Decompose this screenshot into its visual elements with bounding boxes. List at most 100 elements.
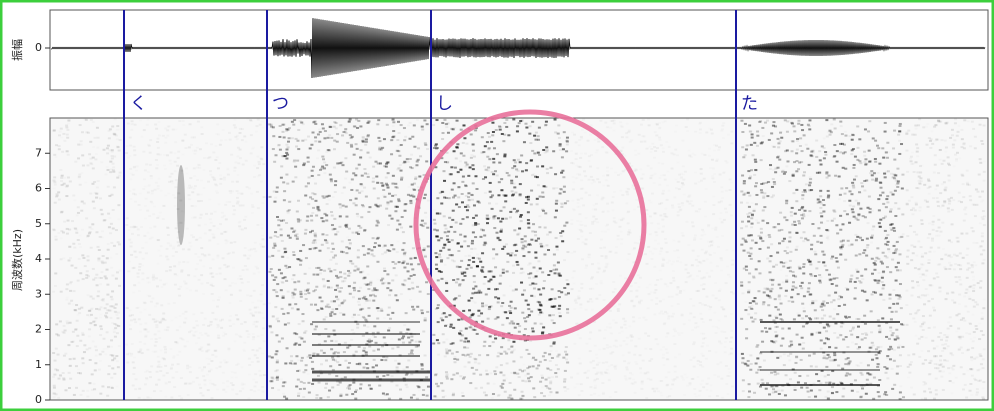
texture bbox=[53, 181, 56, 183]
texture bbox=[92, 201, 95, 203]
texture bbox=[767, 181, 770, 183]
texture bbox=[764, 327, 767, 329]
texture bbox=[342, 205, 345, 207]
texture bbox=[858, 138, 861, 140]
texture bbox=[708, 395, 711, 397]
texture bbox=[549, 382, 552, 384]
texture bbox=[66, 283, 69, 285]
texture bbox=[578, 139, 581, 141]
texture bbox=[781, 390, 784, 392]
texture bbox=[362, 136, 365, 138]
texture bbox=[878, 395, 881, 397]
texture bbox=[614, 366, 617, 368]
texture bbox=[768, 374, 771, 376]
texture bbox=[112, 163, 115, 165]
texture bbox=[468, 259, 471, 261]
texture bbox=[662, 151, 665, 153]
texture bbox=[348, 285, 351, 287]
texture bbox=[310, 215, 313, 217]
texture bbox=[506, 261, 509, 263]
texture bbox=[819, 282, 822, 284]
texture bbox=[443, 119, 446, 121]
texture bbox=[573, 251, 576, 253]
texture bbox=[432, 334, 435, 336]
texture bbox=[831, 283, 834, 285]
texture bbox=[505, 377, 508, 379]
texture bbox=[603, 247, 606, 249]
texture bbox=[88, 153, 91, 155]
texture bbox=[742, 357, 745, 359]
texture bbox=[892, 147, 895, 149]
texture bbox=[620, 231, 623, 233]
texture bbox=[825, 382, 828, 384]
texture bbox=[875, 180, 878, 182]
texture bbox=[661, 219, 664, 221]
texture bbox=[648, 200, 651, 202]
texture bbox=[729, 189, 732, 191]
texture bbox=[375, 342, 378, 344]
texture bbox=[55, 323, 58, 325]
texture bbox=[559, 188, 562, 190]
texture bbox=[501, 248, 504, 250]
texture bbox=[286, 129, 289, 131]
texture bbox=[730, 348, 733, 350]
texture bbox=[347, 367, 350, 369]
texture bbox=[341, 302, 344, 304]
texture bbox=[118, 345, 121, 347]
texture bbox=[802, 240, 805, 242]
texture bbox=[470, 297, 473, 299]
texture bbox=[755, 372, 758, 374]
texture bbox=[488, 280, 491, 282]
texture bbox=[323, 352, 326, 354]
texture bbox=[438, 253, 441, 255]
texture bbox=[467, 342, 470, 344]
texture bbox=[341, 192, 344, 194]
texture bbox=[879, 367, 882, 369]
texture bbox=[472, 257, 475, 259]
texture bbox=[413, 124, 416, 126]
texture bbox=[731, 259, 734, 261]
texture bbox=[757, 222, 760, 224]
texture bbox=[465, 341, 468, 343]
texture bbox=[52, 228, 55, 230]
texture bbox=[741, 131, 744, 133]
texture bbox=[753, 301, 756, 303]
texture bbox=[814, 253, 817, 255]
texture bbox=[540, 305, 543, 307]
texture bbox=[466, 164, 469, 166]
texture bbox=[386, 393, 389, 395]
texture bbox=[452, 196, 455, 198]
texture bbox=[832, 325, 835, 327]
texture bbox=[799, 285, 802, 287]
texture bbox=[796, 334, 799, 336]
texture bbox=[886, 195, 889, 197]
texture bbox=[808, 317, 811, 319]
texture bbox=[114, 118, 117, 120]
texture bbox=[68, 246, 71, 248]
texture bbox=[409, 138, 412, 140]
texture bbox=[646, 287, 649, 289]
texture bbox=[861, 333, 864, 335]
texture bbox=[851, 139, 854, 141]
texture bbox=[776, 252, 779, 254]
texture bbox=[576, 177, 579, 179]
texture bbox=[488, 136, 491, 138]
texture bbox=[111, 125, 114, 127]
texture bbox=[725, 249, 728, 251]
texture bbox=[944, 343, 947, 345]
texture bbox=[398, 338, 401, 340]
texture bbox=[750, 234, 753, 236]
texture bbox=[677, 256, 680, 258]
texture bbox=[649, 284, 652, 286]
texture bbox=[828, 274, 831, 276]
texture bbox=[528, 277, 531, 279]
texture bbox=[480, 312, 483, 314]
texture bbox=[561, 230, 564, 232]
texture bbox=[376, 317, 379, 319]
texture bbox=[76, 320, 79, 322]
texture bbox=[760, 159, 763, 161]
texture bbox=[778, 298, 781, 300]
texture bbox=[727, 134, 730, 136]
texture bbox=[412, 247, 415, 249]
texture bbox=[818, 150, 821, 152]
